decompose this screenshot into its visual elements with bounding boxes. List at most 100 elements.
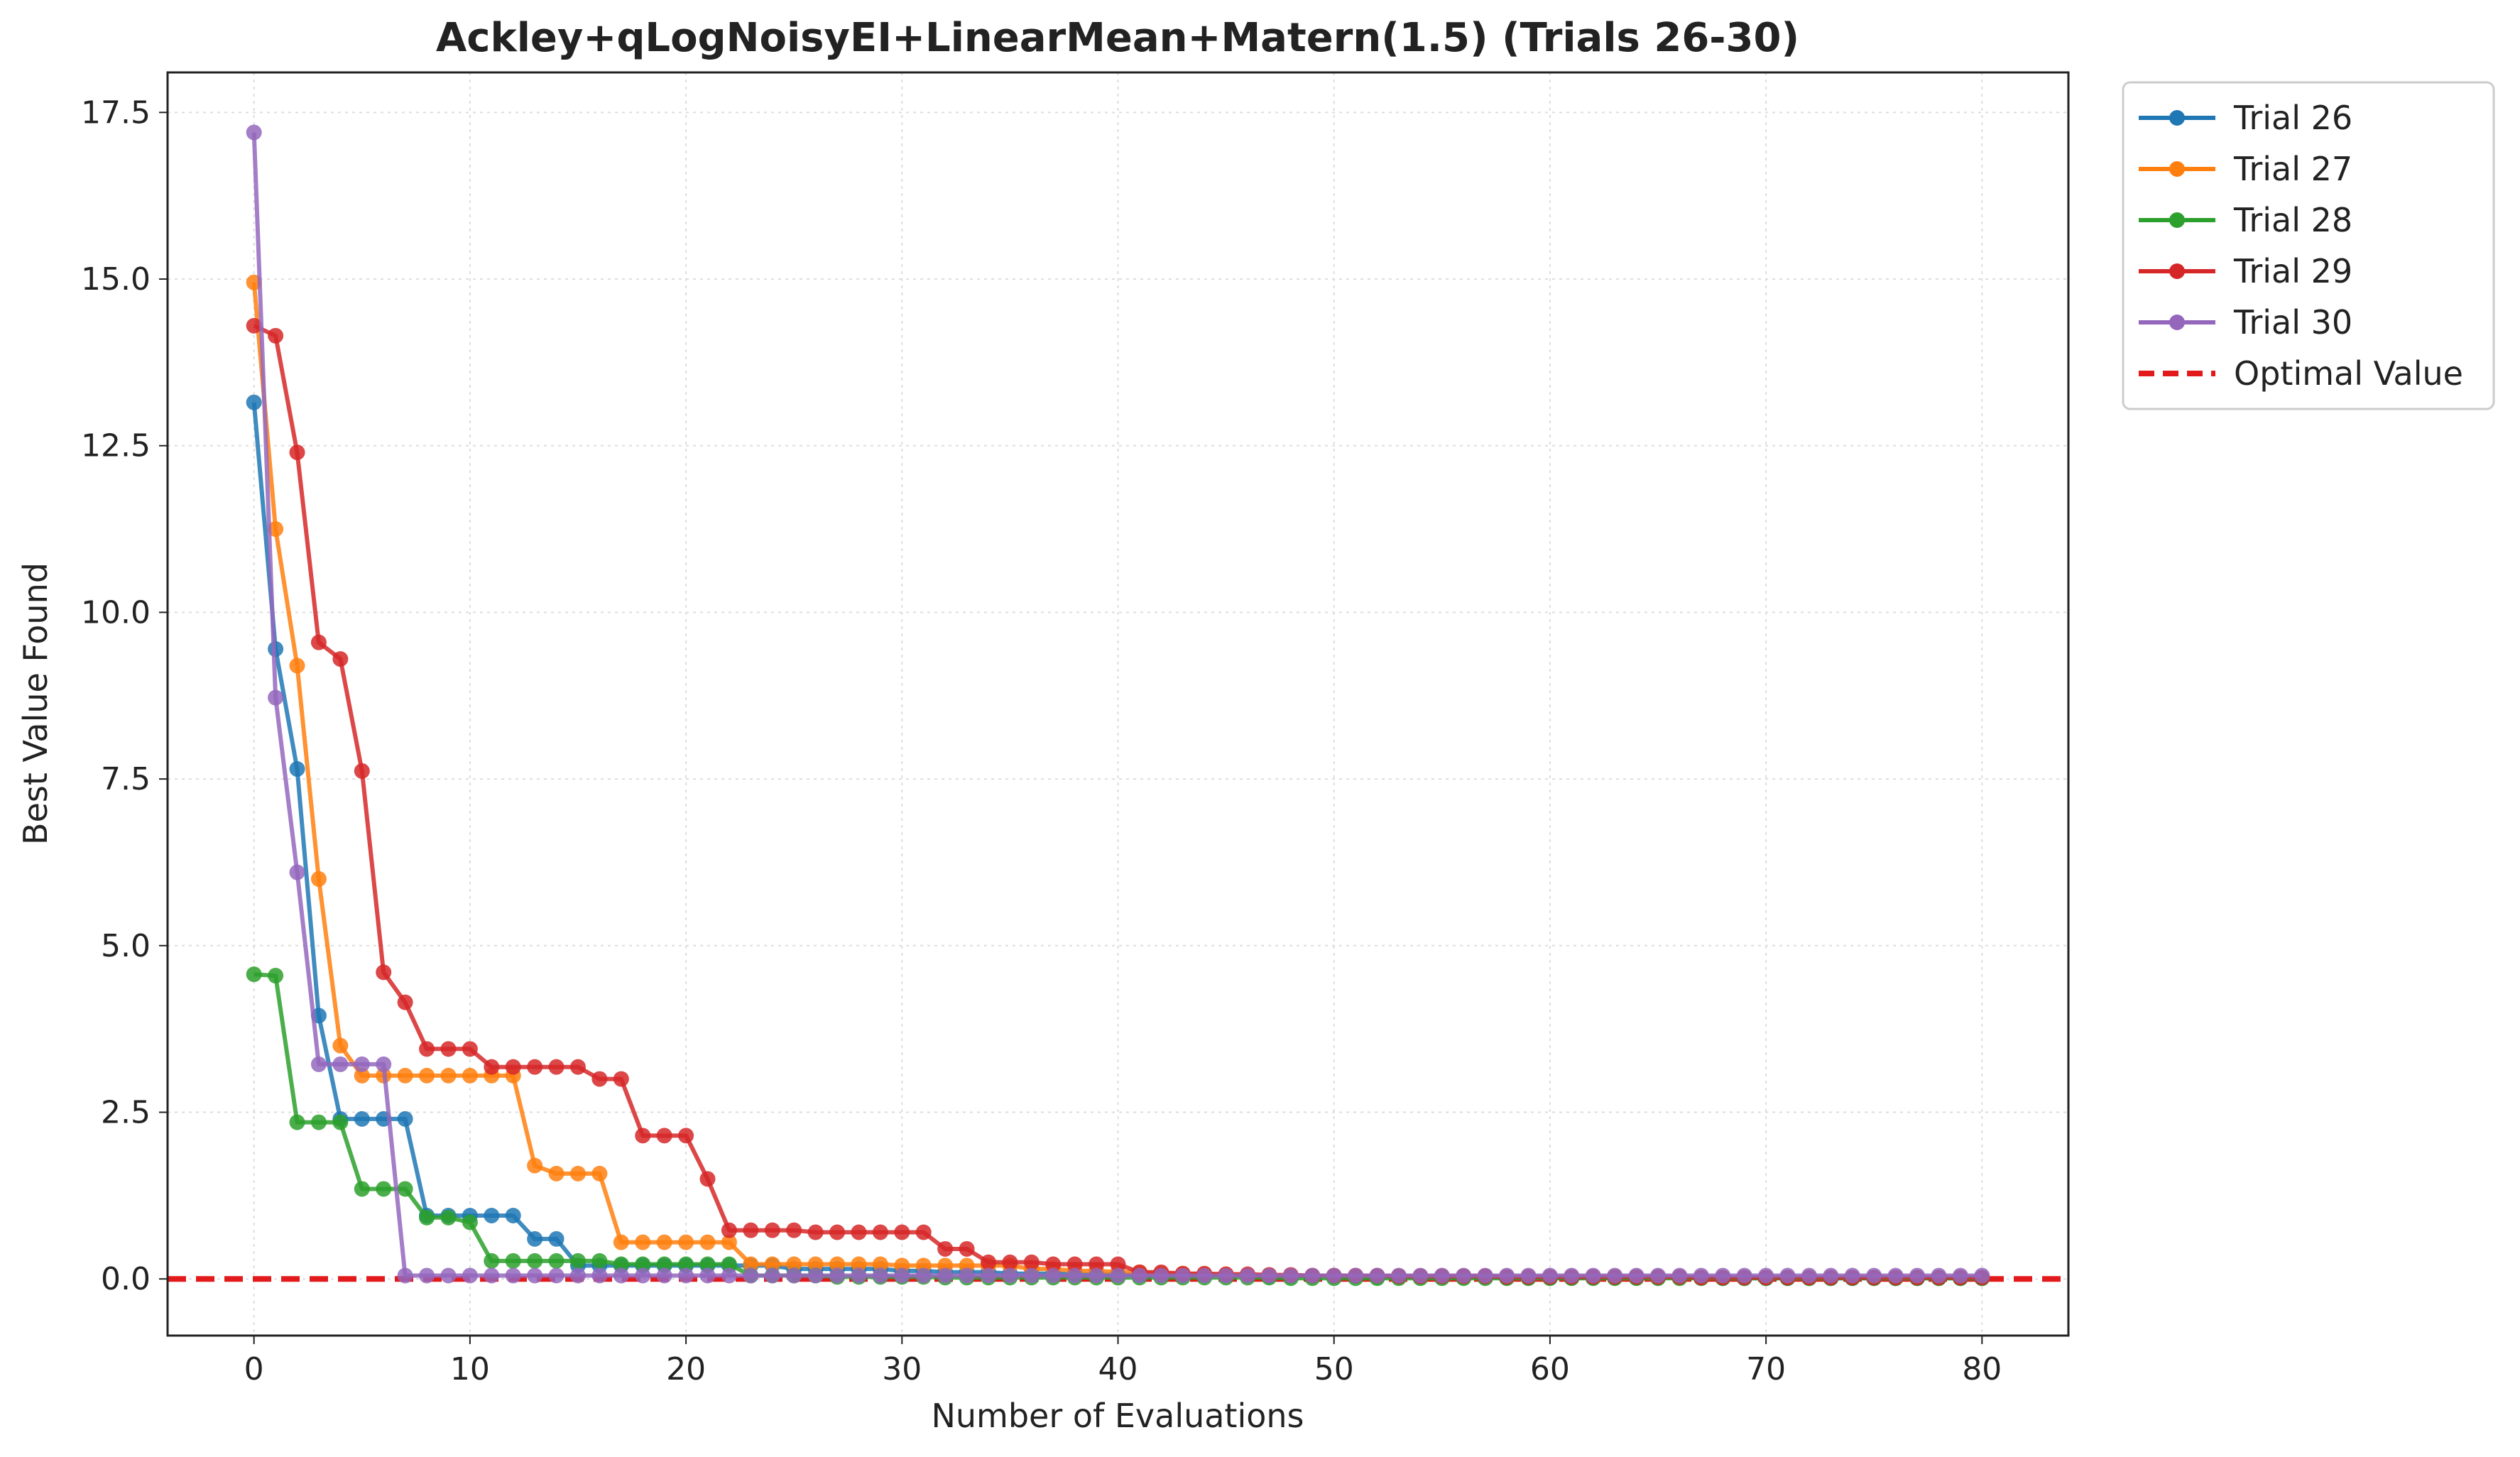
data-point (505, 1253, 521, 1269)
data-point (354, 763, 370, 779)
legend-item: Trial 29 (2139, 252, 2352, 290)
data-point (462, 1067, 478, 1084)
data-point (332, 1056, 349, 1072)
data-point (246, 124, 262, 141)
data-point (1736, 1267, 1752, 1284)
data-point (268, 968, 284, 984)
data-point (268, 689, 284, 706)
data-point (310, 1056, 327, 1072)
data-point (1909, 1267, 1926, 1284)
data-point (1045, 1267, 1062, 1284)
data-point (656, 1234, 672, 1250)
data-point (1456, 1267, 1472, 1284)
data-point (786, 1256, 802, 1272)
data-point (678, 1267, 694, 1284)
data-point (505, 1059, 521, 1075)
data-point (548, 1253, 564, 1269)
data-point (462, 1267, 478, 1284)
legend-label: Trial 29 (2233, 252, 2352, 290)
data-point (937, 1267, 954, 1284)
data-point (354, 1056, 370, 1072)
legend-item: Trial 27 (2139, 150, 2352, 188)
data-point (959, 1267, 975, 1284)
data-point (1715, 1267, 1731, 1284)
data-point (1282, 1267, 1299, 1284)
data-point (1196, 1267, 1213, 1284)
data-point (289, 864, 305, 880)
legend-label: Trial 27 (2233, 150, 2352, 188)
legend-label: Trial 30 (2233, 303, 2352, 342)
legend-marker (2169, 161, 2185, 177)
data-point (591, 1071, 608, 1087)
data-point (656, 1267, 672, 1284)
data-point (937, 1240, 954, 1257)
data-point (807, 1256, 824, 1272)
data-point (332, 1037, 349, 1054)
data-point (484, 1253, 500, 1269)
data-point (743, 1222, 759, 1238)
data-point (289, 657, 305, 674)
data-point (246, 966, 262, 983)
legend-label: Optimal Value (2234, 354, 2463, 393)
legend-marker (2169, 110, 2185, 126)
data-point (505, 1267, 521, 1284)
data-point (1023, 1267, 1040, 1284)
data-point (1369, 1267, 1385, 1284)
data-point (807, 1224, 824, 1240)
data-point (786, 1267, 802, 1284)
legend-frame (2122, 81, 2495, 410)
data-point (397, 994, 413, 1010)
data-point (699, 1234, 716, 1250)
x-axis-label: Number of Evaluations (931, 1397, 1304, 1435)
data-point (1390, 1267, 1407, 1284)
legend-item: Optimal Value (2139, 354, 2463, 393)
data-point (959, 1240, 975, 1257)
data-point (743, 1267, 759, 1284)
data-point (678, 1128, 694, 1144)
data-point (440, 1209, 457, 1226)
data-point (527, 1253, 543, 1269)
data-point (268, 327, 284, 344)
data-point (1866, 1267, 1882, 1284)
data-point (1779, 1267, 1796, 1284)
data-point (1067, 1256, 1083, 1272)
chart-title: Ackley+qLogNoisyEI+LinearMean+Matern(1.5… (436, 15, 1799, 61)
x-tick-label: 80 (1962, 1351, 2002, 1387)
y-tick-label: 17.5 (81, 94, 151, 131)
data-point (440, 1041, 457, 1057)
data-point (699, 1171, 716, 1187)
data-point (1931, 1267, 1947, 1284)
series-trial-30 (246, 124, 1990, 1284)
data-point (332, 1114, 349, 1130)
data-point (591, 1165, 608, 1182)
data-point (1002, 1267, 1018, 1284)
x-tick-label: 60 (1530, 1351, 1570, 1387)
y-tick-label: 5.0 (101, 928, 151, 964)
data-point (354, 1067, 370, 1084)
data-point (1218, 1267, 1234, 1284)
data-point (569, 1253, 586, 1269)
data-point (397, 1181, 413, 1197)
data-point (1801, 1267, 1817, 1284)
series-line (253, 972, 1982, 1281)
data-point (1110, 1267, 1126, 1284)
data-point (1823, 1267, 1839, 1284)
data-point (872, 1224, 888, 1240)
data-point (1693, 1267, 1709, 1284)
data-point (548, 1230, 564, 1247)
data-point (1434, 1267, 1450, 1284)
data-point (289, 1114, 305, 1130)
data-point (678, 1234, 694, 1250)
y-tick-label: 10.0 (81, 594, 151, 631)
legend-marker (2169, 315, 2185, 330)
data-point (1261, 1267, 1277, 1284)
data-point (1110, 1256, 1126, 1272)
data-point (484, 1267, 500, 1284)
data-point (1326, 1267, 1342, 1284)
x-tick-label: 30 (882, 1351, 922, 1387)
data-point (548, 1165, 564, 1182)
legend-item: Trial 28 (2139, 201, 2352, 239)
data-point (268, 521, 284, 537)
data-point (1542, 1267, 1558, 1284)
data-point (1564, 1267, 1580, 1284)
